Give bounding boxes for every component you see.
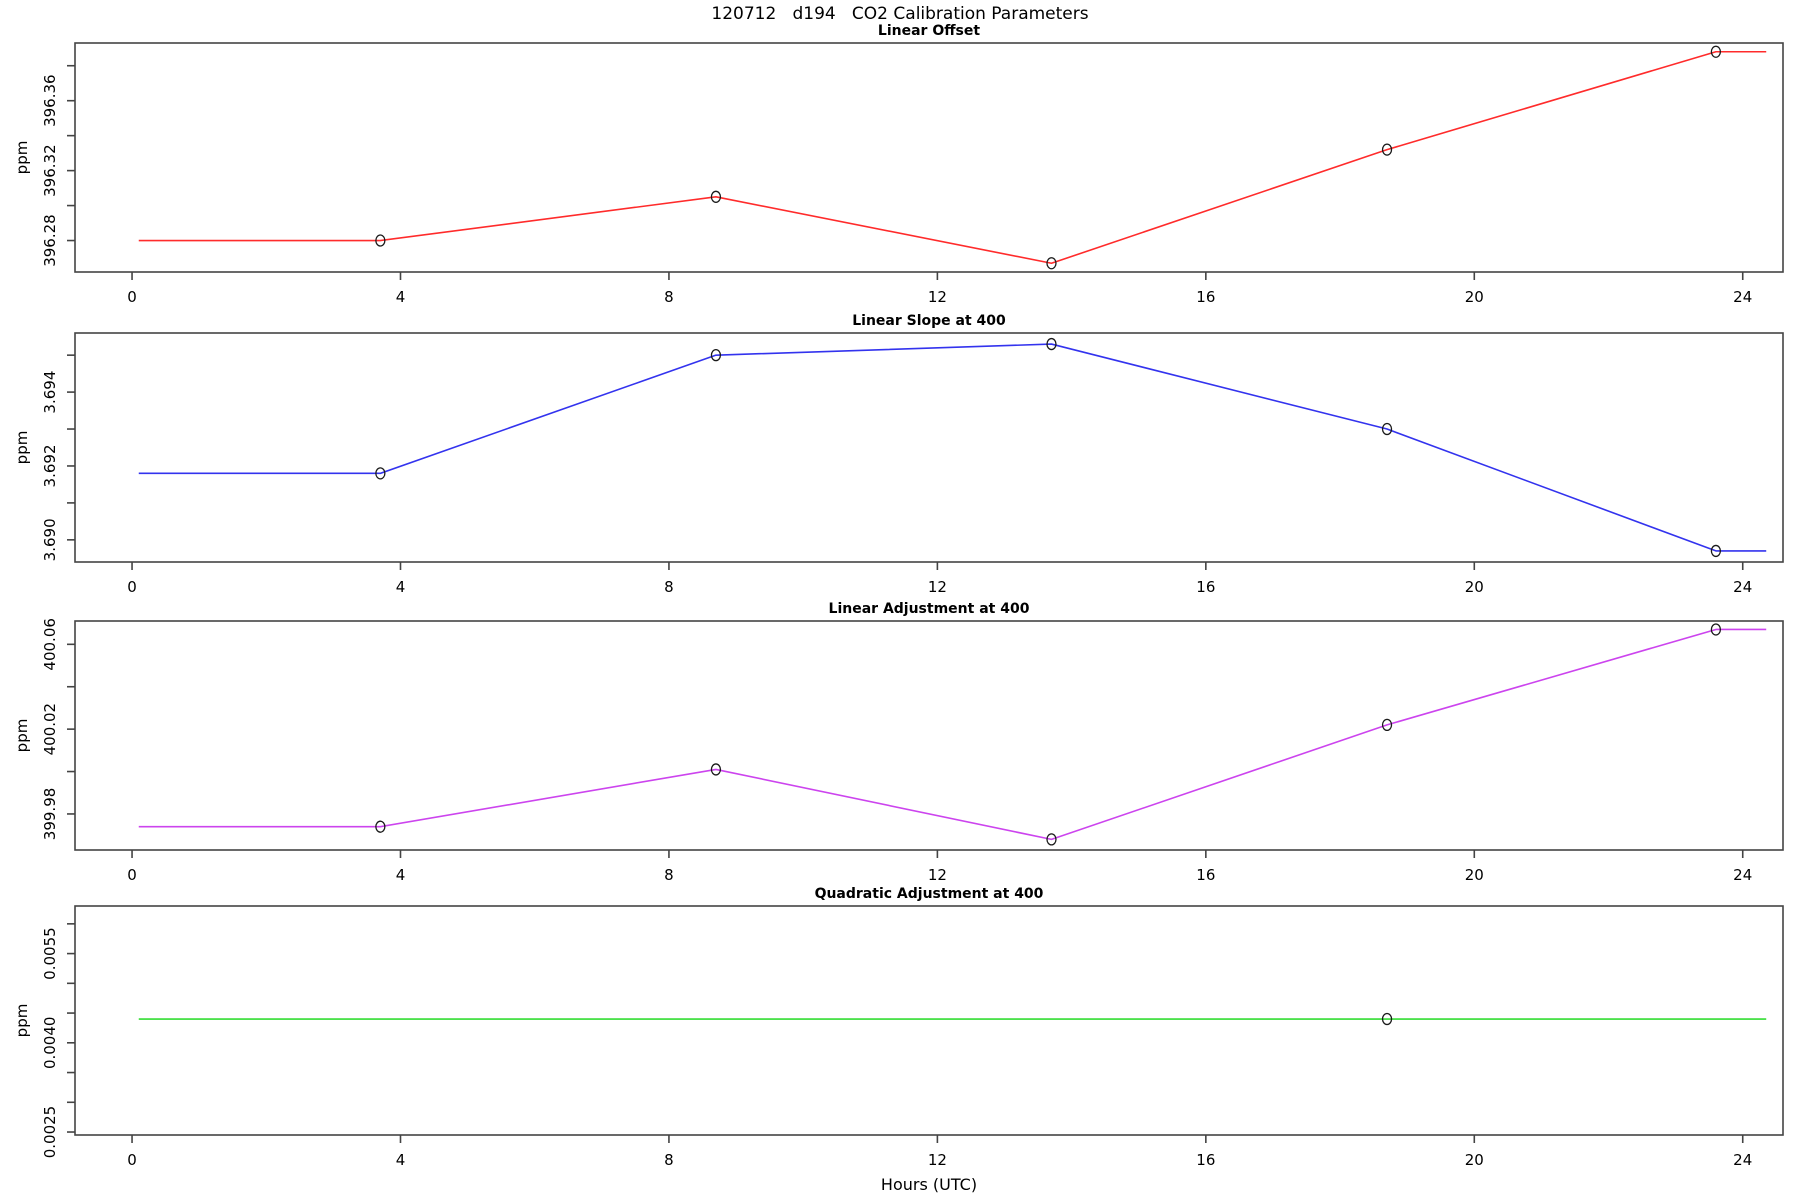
y-tick-label: 399.98 bbox=[41, 788, 59, 841]
y-tick-label: 396.36 bbox=[41, 74, 59, 127]
y-tick-label: 396.32 bbox=[41, 144, 59, 197]
x-tick-label: 24 bbox=[1733, 1151, 1752, 1169]
y-tick-label: 3.692 bbox=[41, 444, 59, 487]
x-tick-label: 12 bbox=[928, 578, 947, 596]
y-tick-label: 3.690 bbox=[41, 518, 59, 561]
plot-frame bbox=[74, 42, 1784, 273]
x-tick-label: 12 bbox=[928, 1151, 947, 1169]
x-tick-label: 8 bbox=[664, 866, 674, 884]
x-tick-label: 4 bbox=[396, 1151, 406, 1169]
y-axis-label: ppm bbox=[13, 141, 31, 175]
y-tick-label: 400.02 bbox=[41, 703, 59, 756]
x-tick-label: 0 bbox=[127, 578, 137, 596]
series-line bbox=[138, 628, 1767, 841]
y-tick-label: 0.0025 bbox=[41, 1106, 59, 1159]
x-tick-label: 24 bbox=[1733, 578, 1752, 596]
x-tick-label: 0 bbox=[127, 1151, 137, 1169]
data-point-marker bbox=[1046, 337, 1057, 351]
data-point-marker bbox=[1710, 623, 1722, 636]
x-axis-label: Hours (UTC) bbox=[881, 1175, 977, 1194]
y-tick-label: 0.0055 bbox=[41, 927, 59, 980]
y-tick-label: 0.0040 bbox=[41, 1017, 59, 1070]
x-tick-label: 4 bbox=[396, 578, 406, 596]
panel-title: Quadratic Adjustment at 400 bbox=[815, 886, 1044, 902]
data-point-marker bbox=[1381, 1012, 1393, 1026]
y-axis-label: ppm bbox=[13, 719, 31, 753]
x-tick-label: 4 bbox=[396, 866, 406, 884]
data-point-marker bbox=[375, 234, 386, 247]
x-tick-label: 12 bbox=[928, 866, 947, 884]
data-point-marker bbox=[1381, 718, 1393, 732]
data-point-marker bbox=[1710, 544, 1722, 558]
series-line bbox=[138, 50, 1767, 265]
x-tick-label: 12 bbox=[928, 288, 947, 306]
x-tick-label: 8 bbox=[664, 578, 674, 596]
data-point-marker bbox=[1710, 45, 1722, 58]
x-tick-label: 16 bbox=[1196, 288, 1215, 306]
plot-frame bbox=[74, 332, 1784, 563]
x-tick-label: 20 bbox=[1465, 578, 1484, 596]
x-tick-label: 16 bbox=[1196, 866, 1215, 884]
data-point-marker bbox=[710, 349, 722, 362]
x-tick-label: 20 bbox=[1465, 866, 1484, 884]
data-point-marker bbox=[710, 763, 722, 776]
y-tick-label: 396.28 bbox=[41, 214, 59, 267]
x-tick-label: 20 bbox=[1465, 1151, 1484, 1169]
data-point-marker bbox=[1381, 422, 1393, 436]
y-tick-label: 400.06 bbox=[41, 618, 59, 671]
main-title: 120712 d194 CO2 Calibration Parameters bbox=[711, 4, 1089, 24]
x-tick-label: 0 bbox=[127, 288, 137, 306]
x-tick-label: 20 bbox=[1465, 288, 1484, 306]
plot-frame bbox=[74, 620, 1784, 851]
panel-title: Linear Adjustment at 400 bbox=[829, 601, 1030, 617]
x-tick-label: 16 bbox=[1196, 1151, 1215, 1169]
data-point-marker bbox=[375, 467, 386, 480]
x-tick-label: 0 bbox=[127, 866, 137, 884]
data-point-marker bbox=[375, 820, 386, 833]
x-tick-label: 8 bbox=[664, 288, 674, 306]
x-tick-label: 16 bbox=[1196, 578, 1215, 596]
data-point-marker bbox=[710, 190, 722, 203]
x-tick-label: 8 bbox=[664, 1151, 674, 1169]
plot-frame bbox=[74, 905, 1784, 1136]
series-line bbox=[138, 343, 1767, 552]
panel-title: Linear Slope at 400 bbox=[852, 313, 1006, 329]
data-point-marker bbox=[1046, 833, 1057, 846]
y-tick-label: 3.694 bbox=[41, 371, 59, 414]
y-axis-label: ppm bbox=[13, 431, 31, 465]
panel-title: Linear Offset bbox=[878, 23, 980, 39]
x-tick-label: 24 bbox=[1733, 288, 1752, 306]
data-point-marker bbox=[1046, 257, 1057, 270]
data-point-marker bbox=[1381, 143, 1393, 156]
y-axis-label: ppm bbox=[13, 1004, 31, 1038]
x-tick-label: 24 bbox=[1733, 866, 1752, 884]
x-tick-label: 4 bbox=[396, 288, 406, 306]
